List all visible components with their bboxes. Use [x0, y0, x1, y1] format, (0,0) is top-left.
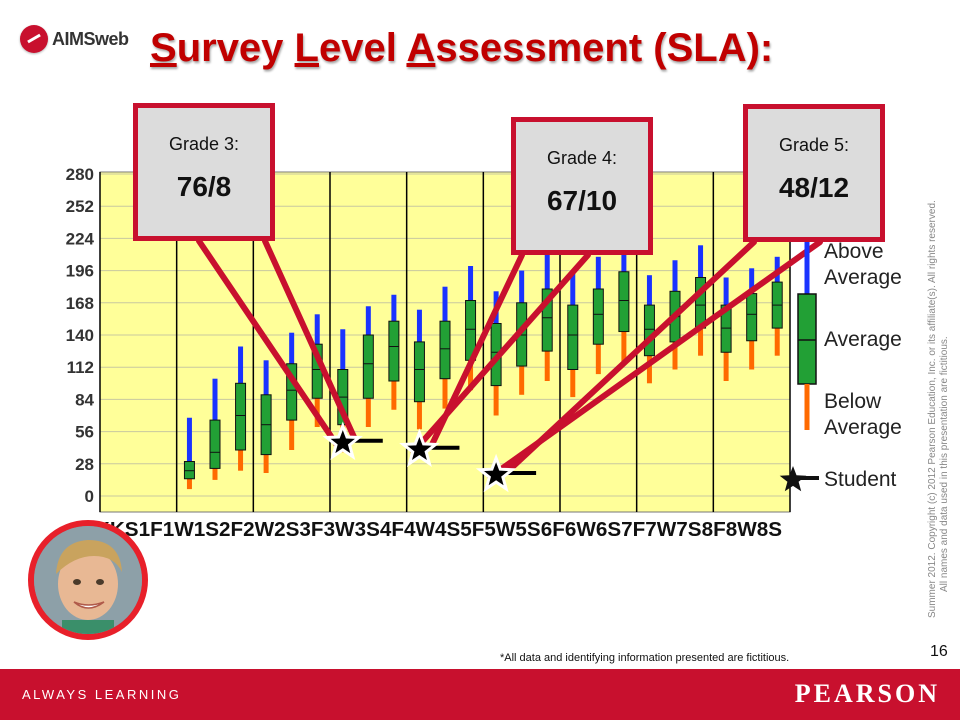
- box-4W: [439, 286, 451, 409]
- box-body-1W: [209, 419, 221, 469]
- logo-text: AIMSweb: [52, 28, 129, 49]
- legend-entry-3-line-0: Student: [824, 468, 897, 491]
- legend-entry-0-line-1: Average: [824, 266, 902, 289]
- student-photo: [28, 520, 148, 640]
- box-1W: [209, 378, 221, 480]
- box-body-8W: [746, 293, 758, 342]
- y-tick-label-0: 0: [85, 487, 94, 506]
- student-score-star-4F: [399, 428, 440, 468]
- page-number: 16: [930, 643, 948, 660]
- aimsweb-logo: AIMSweb: [20, 24, 129, 54]
- student-score-star-5F: [475, 453, 517, 493]
- box-body-1S: [235, 382, 247, 451]
- y-tick-label-168: 168: [66, 294, 94, 313]
- x-tick-labels: KKKS1F1W1S2F2W2S3F3W3S4F4W4S5F5W5S6F6W6S…: [80, 519, 782, 541]
- y-tick-label-252: 252: [66, 197, 94, 216]
- callout-grade-3-label: Grade 3:: [168, 134, 240, 154]
- box-body-7F: [643, 304, 655, 357]
- title-rest-1: urvey: [176, 26, 295, 70]
- legend-entry-2-line-0: Below: [824, 390, 882, 413]
- footnote: *All data and identifying information pr…: [500, 652, 790, 664]
- copyright-notice: Summer 2012. Copyright (c) 2012 Pearson …: [927, 88, 957, 618]
- legend-entry-2-line-1: Average: [824, 416, 902, 439]
- callout-grade-4: Grade 4: 67/10: [511, 117, 653, 255]
- y-tick-label-84: 84: [75, 390, 94, 409]
- box-1F: [183, 417, 195, 490]
- legend-entry-0: Above Average: [824, 240, 902, 289]
- box-body-4F: [413, 341, 425, 403]
- box-3S: [388, 294, 400, 410]
- title-initial-2: L: [294, 26, 319, 70]
- box-8F: [720, 277, 732, 381]
- box-body-2W: [286, 363, 298, 421]
- box-body-3W: [362, 334, 374, 399]
- legend-entry-3: Student: [824, 468, 897, 491]
- legend-entry-1-line-0: Average: [824, 328, 902, 351]
- slide-title: Survey Level Assessment (SLA):: [150, 26, 773, 71]
- box-4F: [413, 309, 425, 430]
- callout-pointer-3F: [262, 238, 358, 442]
- box-body-1F: [183, 461, 195, 480]
- box-body-5S: [541, 288, 553, 352]
- legend-average-swatch: [797, 293, 817, 385]
- title-initial-1: S: [150, 26, 177, 70]
- callout-pointer-b-5F: [487, 239, 823, 480]
- title-initial-3: A: [406, 26, 436, 70]
- title-rest-3: ssessment (SLA):: [435, 26, 774, 70]
- y-tick-label-140: 140: [66, 326, 94, 345]
- box-2W: [286, 332, 298, 450]
- y-tick-label-28: 28: [75, 455, 94, 474]
- y-tick-label-56: 56: [75, 423, 94, 442]
- callout-grade-5-label: Grade 5:: [778, 135, 850, 155]
- box-1S: [235, 346, 247, 471]
- box-5S: [541, 254, 553, 381]
- callout-pointer-b-3F: [196, 238, 340, 448]
- copyright-line-2: All names and data used in this presenta…: [939, 336, 950, 592]
- legend-entry-1: Average: [824, 328, 902, 351]
- footer-tagline: ALWAYS LEARNING: [22, 687, 182, 702]
- legend-entry-0-line-0: Above: [824, 240, 884, 263]
- y-tick-label-280: 280: [66, 165, 94, 184]
- box-body-8F: [720, 304, 732, 353]
- callout-grade-5: Grade 5: 48/12: [743, 104, 885, 242]
- callout-grade-3: Grade 3: 76/8: [133, 103, 275, 241]
- y-tick-label-196: 196: [66, 262, 94, 281]
- box-7S: [695, 245, 707, 356]
- student-photo-image: [34, 526, 142, 634]
- box-6W: [592, 256, 604, 375]
- legend-entry-2: Below Average: [824, 390, 902, 439]
- y-tick-label-112: 112: [67, 358, 94, 377]
- callout-pointer-b-4F: [410, 252, 591, 455]
- box-body-3S: [388, 320, 400, 382]
- box-body-4W: [439, 320, 451, 380]
- aimsweb-logo-icon: [20, 25, 48, 53]
- callout-grade-4-value: 67/10: [546, 185, 618, 216]
- copyright-line-1: Summer 2012. Copyright (c) 2012 Pearson …: [927, 200, 938, 618]
- callout-grade-4-label: Grade 4:: [546, 148, 618, 168]
- legend-student-star: [779, 466, 807, 492]
- y-tick-label-224: 224: [66, 229, 95, 248]
- pearson-logo: PEARSON: [794, 679, 940, 708]
- box-body-6F: [567, 304, 579, 371]
- box-body-6S: [618, 271, 630, 333]
- box-body-6W: [592, 288, 604, 345]
- student-score-star-3F: [322, 421, 363, 461]
- box-3W: [362, 306, 374, 427]
- box-2F: [260, 360, 272, 473]
- title-rest-2: evel: [318, 26, 407, 70]
- callout-grade-5-value: 48/12: [778, 172, 850, 203]
- footer-bar: ALWAYS LEARNING PEARSON: [0, 669, 960, 720]
- callout-grade-3-value: 76/8: [176, 171, 232, 202]
